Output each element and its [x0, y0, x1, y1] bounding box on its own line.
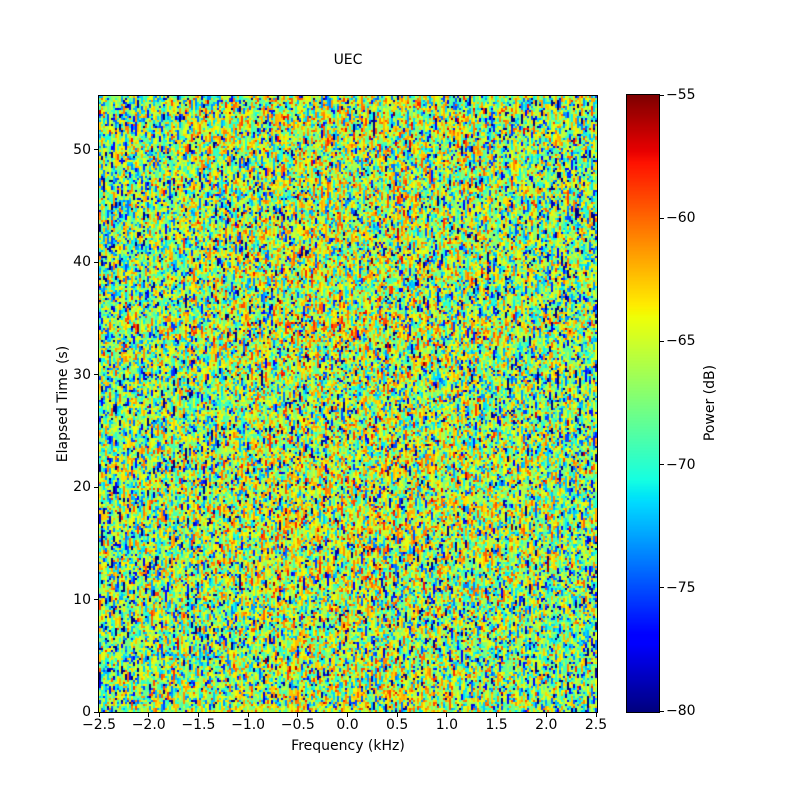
x-axis-label: Frequency (kHz)	[291, 738, 405, 754]
colorbar-tick	[660, 94, 664, 96]
x-tick	[545, 713, 547, 717]
x-tick-label: 2.0	[535, 717, 558, 733]
x-tick	[347, 713, 348, 717]
colorbar-tick	[660, 217, 664, 219]
y-tick-label: 10	[73, 591, 91, 608]
spectrogram-canvas	[99, 96, 597, 712]
x-tick-label: −1.0	[231, 717, 266, 733]
colorbar-tick-label: −65	[666, 333, 696, 350]
y-tick-label: 40	[73, 254, 91, 271]
y-tick	[94, 486, 98, 488]
x-tick-label: −1.5	[181, 717, 216, 733]
x-tick	[197, 713, 199, 717]
colorbar-tick-label: −60	[666, 210, 696, 227]
x-tick-label: −0.5	[280, 717, 315, 733]
x-tick	[396, 713, 398, 717]
colorbar	[626, 94, 660, 713]
x-tick-label: −2.0	[131, 717, 166, 733]
colorbar-label: Power (dB)	[702, 364, 718, 442]
y-tick-label: 50	[73, 141, 91, 158]
x-tick	[446, 713, 448, 717]
x-tick	[148, 713, 150, 717]
y-tick	[94, 149, 98, 151]
colorbar-tick	[660, 464, 664, 466]
x-tick	[247, 713, 249, 717]
y-tick	[94, 599, 98, 601]
x-tick	[595, 713, 597, 717]
x-tick-label: 1.0	[435, 717, 459, 733]
y-tick-label: 20	[73, 479, 91, 496]
x-tick	[496, 713, 498, 717]
x-tick-label: 2.5	[584, 717, 608, 733]
colorbar-tick-label: −55	[666, 87, 696, 103]
colorbar-tick	[660, 340, 664, 342]
plot-area	[98, 95, 598, 713]
y-tick	[94, 711, 98, 713]
colorbar-tick-label: −70	[666, 456, 696, 473]
x-tick-label: −2.5	[82, 717, 116, 733]
colorbar-tick	[660, 587, 664, 589]
y-axis-label: Elapsed Time (s)	[55, 345, 71, 463]
x-tick-label: 1.5	[485, 717, 508, 733]
x-tick-label: 0.5	[386, 717, 409, 733]
figure-title: UEC	[333, 52, 363, 68]
y-tick-label: 30	[73, 366, 91, 383]
colorbar-tick-label: −80	[666, 703, 696, 719]
colorbar-tick	[660, 710, 664, 712]
colorbar-tick-label: −75	[666, 579, 696, 596]
x-tick	[98, 713, 100, 717]
y-tick	[94, 374, 98, 376]
colorbar-gradient-canvas	[627, 95, 659, 712]
x-tick	[297, 713, 299, 717]
x-tick-label: 0.0	[336, 717, 359, 733]
y-tick-label: 0	[82, 704, 91, 720]
y-tick	[94, 261, 98, 263]
